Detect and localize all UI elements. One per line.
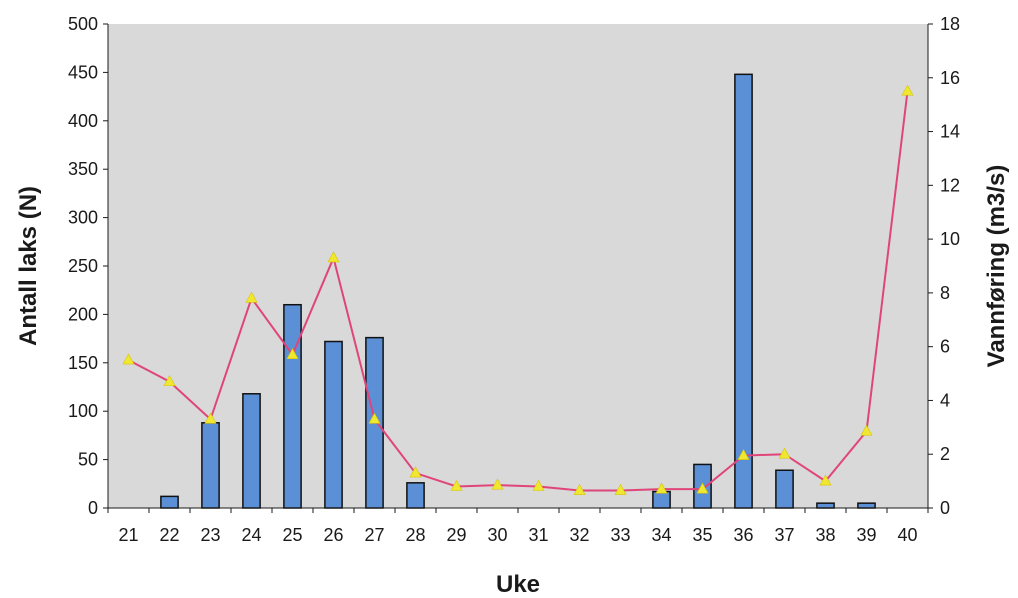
flow-point	[204, 412, 217, 424]
x-tick-label: 32	[569, 525, 589, 545]
y2-tick-label: 18	[940, 14, 960, 34]
x-tick-label: 23	[200, 525, 220, 545]
bar	[160, 495, 179, 509]
x-tick-label: 33	[610, 525, 630, 545]
flow-point	[450, 479, 463, 491]
y2-tick-label: 14	[940, 122, 960, 142]
y2-tick-label: 2	[940, 444, 950, 464]
x-tick-label: 31	[528, 525, 548, 545]
y-tick-label: 150	[68, 353, 98, 373]
y2-tick-label: 4	[940, 390, 950, 410]
flow-line	[128, 91, 909, 492]
bar	[816, 502, 835, 509]
y2-tick-label: 10	[940, 229, 960, 249]
flow-point	[696, 482, 709, 494]
x-tick-label: 35	[692, 525, 712, 545]
x-tick-label: 39	[856, 525, 876, 545]
flow-point	[163, 374, 176, 386]
x-tick-label: 22	[159, 525, 179, 545]
y2-axis-title: Vannføring (m3/s)	[983, 165, 1010, 368]
x-axis-title: Uke	[496, 571, 540, 598]
right-y-ticks: 0 2 4 6 8 10 12 14 16 18	[928, 14, 960, 518]
bar	[283, 303, 302, 509]
x-tick-label: 27	[364, 525, 384, 545]
x-tick-label: 24	[241, 525, 261, 545]
y-tick-label: 450	[68, 62, 98, 82]
flow-point	[409, 466, 422, 478]
bar	[242, 393, 261, 509]
bar	[734, 73, 753, 509]
flow-point	[737, 448, 750, 460]
y2-tick-label: 16	[940, 68, 960, 88]
x-tick-label: 37	[774, 525, 794, 545]
bar	[201, 422, 220, 509]
flow-point	[614, 483, 627, 495]
y-tick-label: 50	[78, 450, 98, 470]
y-tick-label: 500	[68, 14, 98, 34]
bar	[324, 340, 343, 509]
flow-point	[368, 412, 381, 424]
plot-area	[108, 24, 928, 508]
flow-point	[491, 478, 504, 490]
y-tick-label: 400	[68, 111, 98, 131]
flow-point	[532, 479, 545, 491]
flow-series	[122, 84, 914, 495]
flow-point	[122, 353, 135, 365]
y-axis-title: Antall laks (N)	[15, 186, 42, 346]
y-tick-label: 200	[68, 304, 98, 324]
x-tick-label: 38	[815, 525, 835, 545]
flow-point	[778, 447, 791, 459]
flow-point	[860, 424, 873, 436]
flow-point	[245, 291, 258, 303]
x-tick-label: 36	[733, 525, 753, 545]
y-tick-label: 250	[68, 256, 98, 276]
bar	[857, 502, 876, 509]
x-tick-label: 28	[405, 525, 425, 545]
x-tick-label: 25	[282, 525, 302, 545]
y-tick-label: 100	[68, 401, 98, 421]
x-tick-label: 29	[446, 525, 466, 545]
flow-point	[286, 348, 299, 360]
x-tick-label: 40	[897, 525, 917, 545]
x-tick-label: 21	[118, 525, 138, 545]
flow-point	[901, 84, 914, 96]
x-tick-label: 30	[487, 525, 507, 545]
y2-tick-label: 8	[940, 283, 950, 303]
y2-tick-label: 0	[940, 498, 950, 518]
x-ticks: 21 22 23 24 25 26 27 28 29 30 31 32 33 34 35 36 37 38 39 40	[107, 508, 929, 545]
x-tick-label: 34	[651, 525, 671, 545]
flow-point	[327, 251, 340, 263]
y-tick-label: 350	[68, 159, 98, 179]
left-y-ticks: 0 50 100 150 200 250 300 350 400 450 500	[68, 14, 108, 518]
y-tick-label: 300	[68, 208, 98, 228]
bar	[406, 482, 425, 509]
bar	[652, 490, 671, 509]
y2-tick-label: 6	[940, 337, 950, 357]
y-tick-label: 0	[88, 498, 98, 518]
x-tick-label: 26	[323, 525, 343, 545]
flow-point	[573, 483, 586, 495]
y2-tick-label: 12	[940, 175, 960, 195]
flow-point	[655, 482, 668, 494]
bar	[775, 469, 794, 509]
flow-point	[819, 474, 832, 486]
